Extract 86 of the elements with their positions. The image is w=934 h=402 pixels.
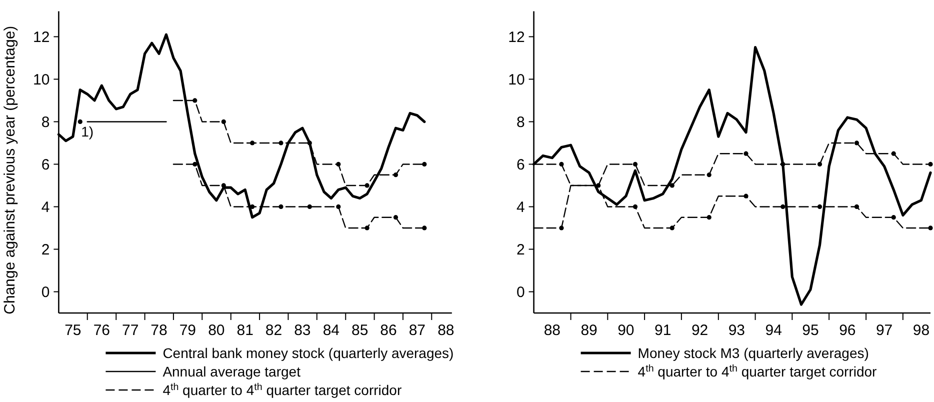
x-tick-label: 86 [380, 322, 397, 339]
x-tick-label: 94 [765, 322, 782, 339]
legend-label: Annual average target [162, 363, 301, 380]
x-tick-label: 88 [544, 322, 561, 339]
point [336, 162, 341, 167]
y-tick-label: 2 [41, 241, 50, 258]
point [78, 119, 82, 124]
y-tick-label: 4 [516, 198, 525, 216]
y-tick-label: 10 [33, 71, 50, 88]
x-tick-label: 80 [208, 322, 225, 339]
point [393, 172, 398, 178]
point [928, 162, 933, 167]
point [192, 162, 198, 167]
point [854, 140, 860, 146]
point [278, 140, 284, 146]
point [670, 183, 674, 188]
y-tick-label: 8 [516, 114, 525, 131]
y-tick-label: 12 [33, 28, 50, 46]
y-axis-title: Change against previous year (percentage) [2, 26, 19, 314]
legend-label: 4$^{th}$ quarter to 4$^{th}$ quarter target corridor [638, 362, 878, 380]
point [422, 226, 427, 230]
x-tick-label: 88 [438, 322, 454, 339]
point [706, 215, 712, 220]
x-tick-label: 92 [691, 322, 708, 339]
y-tick-label: 6 [516, 156, 525, 174]
legend-label: Central bank money stock (quarterly averages) [162, 344, 454, 361]
x-tick-label: 93 [728, 322, 746, 339]
y-tick-label: 8 [41, 114, 50, 131]
y-tick-label: 4 [41, 198, 50, 216]
point [393, 215, 398, 220]
x-tick-label: 89 [580, 322, 598, 339]
x-tick-label: 90 [618, 322, 634, 339]
point [307, 204, 312, 210]
point [192, 98, 198, 103]
point [780, 162, 786, 167]
x-tick-label: 96 [839, 322, 856, 339]
point [670, 226, 674, 230]
point [854, 204, 860, 210]
y-tick-label: 6 [41, 156, 50, 174]
point [250, 204, 255, 210]
y-tick-label: 12 [508, 28, 525, 46]
point [559, 162, 564, 167]
point [780, 204, 786, 210]
point [559, 226, 564, 230]
point [891, 151, 896, 156]
point [744, 151, 748, 156]
y-tick-label: 0 [516, 284, 525, 301]
point [364, 183, 370, 188]
point [632, 204, 638, 210]
y-tick-label: 10 [508, 71, 525, 88]
point [817, 204, 822, 210]
x-tick-label: 83 [294, 322, 311, 339]
x-tick-label: 91 [654, 322, 672, 339]
point [364, 226, 370, 230]
point [278, 204, 284, 210]
point [422, 162, 427, 167]
y-tick-label: 0 [41, 284, 50, 301]
x-tick-label: 77 [122, 322, 139, 339]
point [706, 172, 712, 178]
x-tick-label: 75 [64, 322, 82, 339]
point [928, 226, 933, 230]
x-tick-label: 98 [912, 322, 930, 339]
x-tick-label: 97 [876, 322, 893, 339]
point [632, 162, 638, 167]
x-tick-label: 81 [236, 322, 254, 339]
point [817, 162, 822, 167]
point [891, 215, 896, 220]
x-tick-label: 84 [322, 322, 340, 339]
y-tick-label: 2 [516, 241, 525, 258]
x-tick-label: 79 [179, 322, 196, 339]
annotation: 1) [81, 124, 94, 140]
point [307, 140, 312, 146]
x-tick-label: 82 [265, 322, 282, 339]
x-tick-label: 95 [802, 322, 819, 339]
point [221, 119, 226, 124]
x-tick-label: 78 [150, 322, 168, 339]
point [336, 204, 341, 210]
legend-label: Money stock M3 (quarterly averages) [638, 344, 869, 361]
point [221, 183, 226, 188]
legend-label: 4$^{th}$ quarter to 4$^{th}$ quarter target corridor [162, 381, 402, 398]
point [744, 194, 748, 198]
x-tick-label: 85 [352, 322, 368, 339]
point [596, 183, 601, 188]
point [250, 140, 255, 146]
x-tick-label: 87 [408, 322, 426, 339]
x-tick-label: 76 [93, 322, 110, 339]
